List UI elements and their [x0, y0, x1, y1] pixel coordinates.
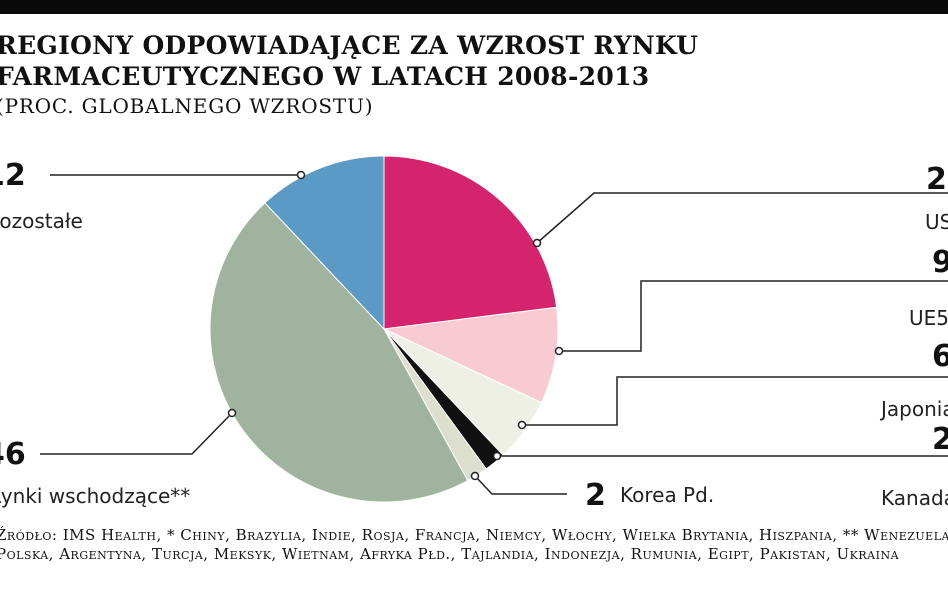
- value-label-japonia: 6: [932, 339, 948, 374]
- value-label-usa: 23: [926, 162, 948, 197]
- leader-dot-ue5: [554, 346, 564, 356]
- leader-dot-pozostale: [296, 170, 306, 180]
- leader-lines: [40, 174, 948, 495]
- slice-label-kanada: Kanada: [881, 486, 948, 510]
- leader-line-usa: [536, 192, 948, 244]
- leader-dot-japonia: [517, 420, 527, 430]
- leader-line-korea: [474, 475, 567, 495]
- pie-slice-6: [264, 155, 385, 331]
- leader-line-ue5: [559, 280, 948, 352]
- pie-slice-5: [209, 202, 469, 503]
- pie-slice-1: [382, 306, 559, 404]
- chart-title: REGIONY ODPOWIADAJĄCE ZA WZROST RYNKU FA…: [0, 30, 698, 92]
- slice-label-usa: USA: [925, 210, 948, 234]
- slice-label-japonia: Japonia: [879, 397, 948, 421]
- leader-dots: [227, 170, 564, 481]
- leader-dot-kanada: [492, 451, 502, 461]
- leader-dot-rynki: [227, 408, 237, 418]
- leader-line-japonia: [522, 376, 948, 426]
- pie-slices: [209, 155, 559, 503]
- value-label-ue5: 9: [932, 245, 948, 280]
- value-label-pozostale: 12: [0, 158, 26, 193]
- chart-subtitle: (PROC. GLOBALNEGO WZROSTU): [0, 94, 374, 118]
- chart-title-line-1: REGIONY ODPOWIADAJĄCE ZA WZROST RYNKU: [0, 31, 699, 60]
- chart-title-line-2: FARMACEUTYCZNEGO W LATACH 2008-2013: [0, 62, 650, 91]
- leader-line-rynki: [40, 412, 233, 455]
- leader-dot-usa: [532, 238, 542, 248]
- source-note: Źródło: IMS Health, * Chiny, Brazylia, I…: [0, 526, 948, 563]
- value-label-kanada: 2: [932, 422, 948, 457]
- leader-dot-korea: [470, 471, 480, 481]
- pie-slice-0: [383, 155, 558, 330]
- slice-label-ue5: UE5*: [909, 306, 948, 330]
- value-label-rynki: 46: [0, 437, 26, 472]
- value-label-korea: 2: [585, 478, 606, 513]
- slice-label-korea: Korea Pd.: [620, 483, 714, 507]
- slice-label-pozostale: Pozostałe: [0, 209, 83, 233]
- top-bar: [0, 0, 948, 14]
- slice-label-rynki: Rynki wschodzące**: [0, 484, 190, 508]
